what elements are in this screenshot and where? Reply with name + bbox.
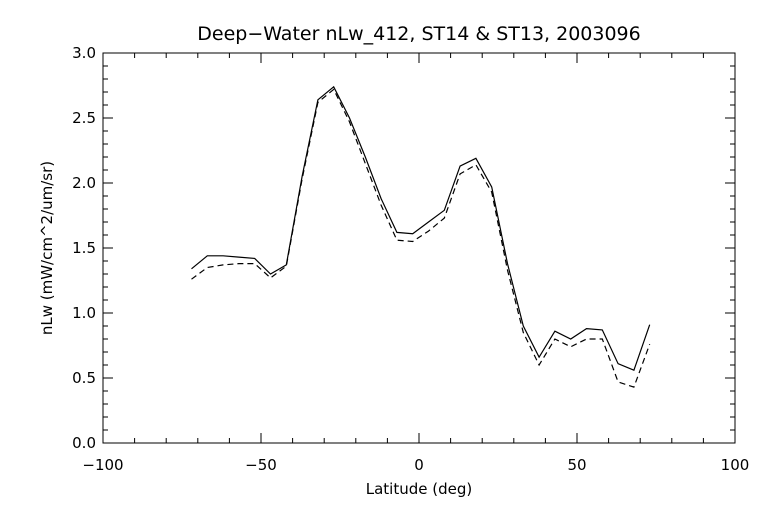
chart-title: Deep−Water nLw_412, ST14 & ST13, 2003096 — [197, 23, 641, 45]
series-group — [191, 85, 651, 388]
x-tick-label: −50 — [245, 456, 277, 474]
y-tick-label: 0.5 — [72, 369, 96, 387]
y-tick-label: 2.5 — [72, 109, 96, 127]
axis-ticks — [102, 52, 736, 444]
y-tick-label: 1.0 — [72, 304, 96, 322]
y-tick-label: 3.0 — [72, 44, 96, 62]
y-tick-label: 1.5 — [72, 239, 96, 257]
plot-frame — [102, 52, 736, 444]
y-tick-label: 2.0 — [72, 174, 96, 192]
y-axis-label: nLw (mW/cm^2/um/sr) — [38, 161, 56, 335]
x-tick-label: 0 — [414, 456, 424, 474]
x-tick-label: 100 — [721, 456, 750, 474]
x-tick-label: 50 — [567, 456, 586, 474]
x-axis-label: Latitude (deg) — [366, 480, 472, 498]
x-tick-label: −100 — [82, 456, 123, 474]
axis-tick-labels: −100 −50 0 50 100 0.0 0.5 1.0 1.5 2.0 2.5 3.0 — [72, 44, 749, 474]
series-line-dashed — [191, 88, 651, 388]
y-tick-label: 0.0 — [72, 434, 96, 452]
series-line-solid — [191, 85, 651, 371]
